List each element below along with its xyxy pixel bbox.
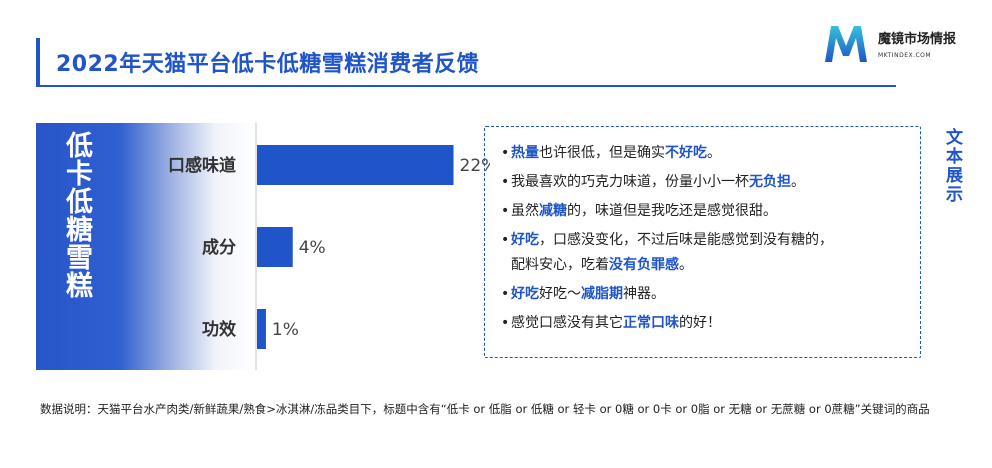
- feedback-item: 热量也许很低，但是确实不好吃。: [501, 141, 911, 166]
- feedback-text: 感觉口感没有其它: [511, 315, 623, 331]
- page-title: 2022年天猫平台低卡低糖雪糕消费者反馈: [56, 52, 480, 77]
- feedback-text: 好吃～: [539, 286, 581, 302]
- feedback-item: 我最喜欢的巧克力味道，份量小小一杯无负担。: [501, 170, 911, 195]
- bar-value-label: 1%: [272, 320, 299, 340]
- category-tick-label: 成分: [202, 237, 236, 258]
- feedback-item: 感觉口感没有其它正常口味的好！: [501, 311, 911, 336]
- brand-logo: 魔镜市场情报 MKTINDEX.COM: [820, 18, 990, 72]
- feedback-item: 虽然减糖的，味道但是我吃还是感觉很甜。: [501, 199, 911, 224]
- feedback-highlight: 没有负罪感: [609, 257, 679, 273]
- title-underline: [36, 85, 896, 87]
- bar: [257, 145, 454, 185]
- bar-value-label: 4%: [299, 238, 326, 258]
- brand-name: 魔镜市场情报: [878, 32, 957, 47]
- bar: [257, 309, 266, 349]
- category-tick-label: 口感味道: [168, 155, 236, 176]
- feedback-highlight: 不好吃: [665, 145, 707, 161]
- feedback-item: 好吃好吃～减脂期神器。: [501, 282, 911, 307]
- feedback-text: 。: [707, 145, 721, 161]
- feedback-text: 。: [791, 174, 805, 190]
- category-panel: 低卡低糖雪糕: [36, 123, 255, 370]
- feedback-box: 热量也许很低，但是确实不好吃。我最喜欢的巧克力味道，份量小小一杯无负担。虽然减糖…: [484, 126, 921, 358]
- feedback-text: 虽然: [511, 203, 539, 219]
- feedback-label-background: [924, 126, 954, 216]
- bar-value-label: 22%: [460, 156, 490, 176]
- bar-chart: 口感味道 22% 成分 4% 功效 1%: [168, 123, 490, 370]
- brand-url: MKTINDEX.COM: [878, 52, 932, 59]
- feedback-highlight: 好吃: [511, 232, 539, 248]
- data-note: 数据说明：天猫平台水产肉类/新鲜蔬果/熟食>冰淇淋/冻品类目下，标题中含有“低卡…: [40, 402, 930, 416]
- feedback-item: 配料安心，吃着没有负罪感。: [501, 253, 911, 278]
- feedback-label: 文本展示: [942, 128, 962, 204]
- feedback-list: 热量也许很低，但是确实不好吃。我最喜欢的巧克力味道，份量小小一杯无负担。虽然减糖…: [501, 141, 911, 340]
- feedback-highlight: 无负担: [749, 174, 791, 190]
- feedback-text: 配料安心，吃着: [511, 257, 609, 273]
- category-tick-label: 功效: [202, 319, 236, 340]
- title-area: 2022年天猫平台低卡低糖雪糕消费者反馈: [36, 38, 896, 88]
- mirror-m-logo-icon: [825, 26, 867, 62]
- bar: [257, 227, 293, 267]
- feedback-highlight: 热量: [511, 145, 539, 161]
- title-accent-bar: [36, 38, 40, 86]
- feedback-highlight: 减糖: [539, 203, 567, 219]
- feedback-item: 好吃，口感没变化，不过后味是能感觉到没有糖的，: [501, 228, 911, 253]
- feedback-text: 的，味道但是我吃还是感觉很甜。: [567, 203, 777, 219]
- feedback-highlight: 正常口味: [623, 315, 679, 331]
- feedback-text: 的好！: [679, 315, 721, 331]
- feedback-highlight: 减脂期: [581, 286, 623, 302]
- feedback-text: 神器。: [623, 286, 665, 302]
- feedback-text: 。: [679, 257, 693, 273]
- feedback-text: 也许很低，但是确实: [539, 145, 665, 161]
- feedback-text: 我最喜欢的巧克力味道，份量小小一杯: [511, 174, 749, 190]
- category-label: 低卡低糖雪糕: [61, 131, 92, 299]
- feedback-text: ，口感没变化，不过后味是能感觉到没有糖的，: [539, 232, 833, 248]
- feedback-highlight: 好吃: [511, 286, 539, 302]
